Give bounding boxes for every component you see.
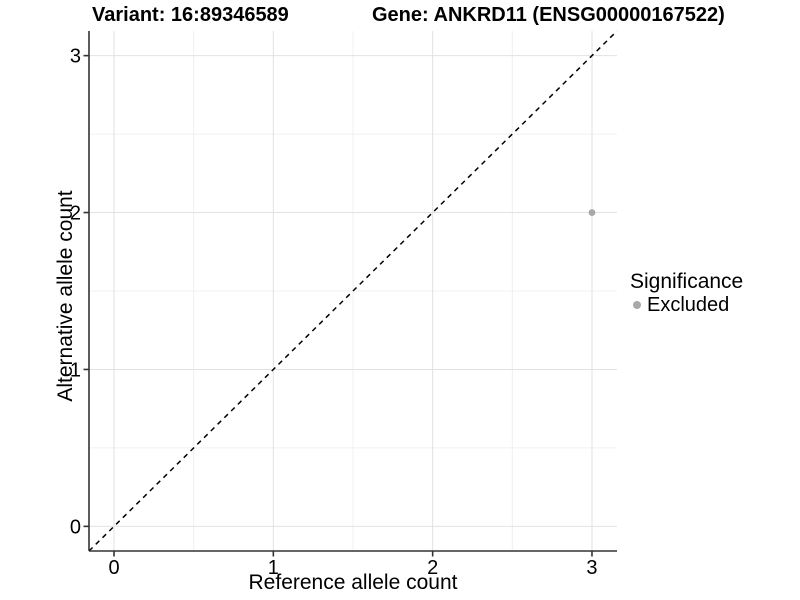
x-tick-label: 1 — [268, 557, 279, 579]
y-tick-label: 2 — [70, 203, 81, 225]
x-axis-title: Reference allele count — [248, 571, 458, 594]
legend-point-icon — [633, 301, 641, 309]
legend-entry-label: Excluded — [647, 294, 730, 316]
gene-title: Gene: ANKRD11 (ENSG00000167522) — [372, 4, 725, 26]
y-tick-label: 3 — [70, 46, 81, 68]
x-tick-label: 0 — [108, 557, 119, 579]
y-tick-label: 0 — [70, 516, 81, 538]
legend-entry-excluded: Excluded — [630, 294, 743, 316]
legend: Significance Excluded — [630, 270, 743, 316]
y-tick-label: 1 — [70, 359, 81, 381]
identity-dashed-line — [88, 30, 618, 552]
x-tick-label: 3 — [586, 557, 597, 579]
legend-title: Significance — [630, 270, 744, 293]
data-point — [588, 209, 596, 216]
variant-title: Variant: 16:89346589 — [92, 4, 289, 26]
y-axis-title: Alternative allele count — [54, 190, 77, 402]
x-tick-label: 2 — [427, 557, 438, 579]
